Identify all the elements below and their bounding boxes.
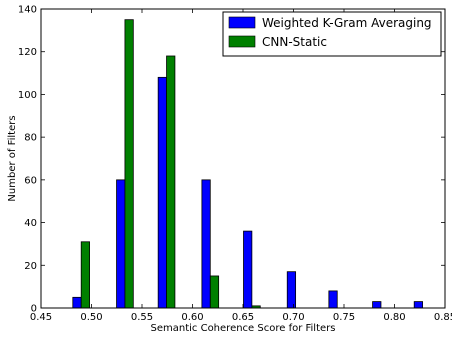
bar-weighted-kgram-7: [372, 301, 382, 309]
x-tick-label-6: 0.75: [333, 312, 355, 323]
x-tick-label-2: 0.55: [131, 312, 153, 323]
bar-weighted-kgram-0: [72, 296, 82, 309]
x-tick-label-1: 0.50: [80, 312, 102, 323]
legend-label-weighted-kgram: Weighted K-Gram Averaging: [262, 16, 432, 30]
legend-box: [222, 11, 442, 57]
legend: Weighted K-Gram Averaging CNN-Static: [222, 11, 442, 57]
x-tick-label-4: 0.65: [232, 312, 254, 323]
legend-swatch-cnn-static: [228, 35, 256, 48]
bar-weighted-kgram-8: [413, 301, 423, 309]
bar-weighted-kgram-2: [157, 76, 167, 309]
x-tick-label-8: 0.85: [434, 312, 452, 323]
y-tick-label-1: 20: [24, 261, 37, 272]
bar-cnn-static-1: [124, 19, 134, 309]
bar-cnn-static-0: [80, 241, 90, 309]
legend-label-cnn-static: CNN-Static: [262, 35, 327, 49]
y-tick-label-7: 140: [18, 5, 37, 16]
x-tick-label-0: 0.45: [30, 312, 52, 323]
x-tick-label-7: 0.80: [383, 312, 405, 323]
bar-weighted-kgram-6: [328, 290, 338, 309]
y-axis-label: Number of Filters: [7, 115, 18, 201]
bar-cnn-static-2: [166, 55, 176, 309]
x-tick-label-3: 0.60: [181, 312, 203, 323]
y-tick-label-6: 120: [18, 47, 37, 58]
bar-weighted-kgram-4: [243, 230, 253, 309]
x-axis-label: Semantic Coherence Score for Filters: [151, 323, 336, 334]
ticks-layer: 0.45 0.50 0.55 0.60 0.65 0.70 0.75 0.80 0.85 0 20 4…: [18, 5, 452, 324]
y-tick-label-2: 40: [24, 218, 37, 229]
bar-weighted-kgram-1: [116, 179, 126, 309]
bar-weighted-kgram-5: [286, 271, 297, 309]
y-tick-label-4: 80: [24, 133, 37, 144]
y-tick-label-0: 0: [31, 304, 37, 315]
x-tick-label-5: 0.70: [282, 312, 304, 323]
bar-cnn-static-3: [209, 275, 220, 309]
y-tick-label-5: 100: [18, 90, 37, 101]
legend-swatch-weighted-kgram: [228, 16, 256, 29]
y-tick-label-3: 60: [24, 175, 37, 186]
bar-weighted-kgram-3: [201, 179, 211, 309]
